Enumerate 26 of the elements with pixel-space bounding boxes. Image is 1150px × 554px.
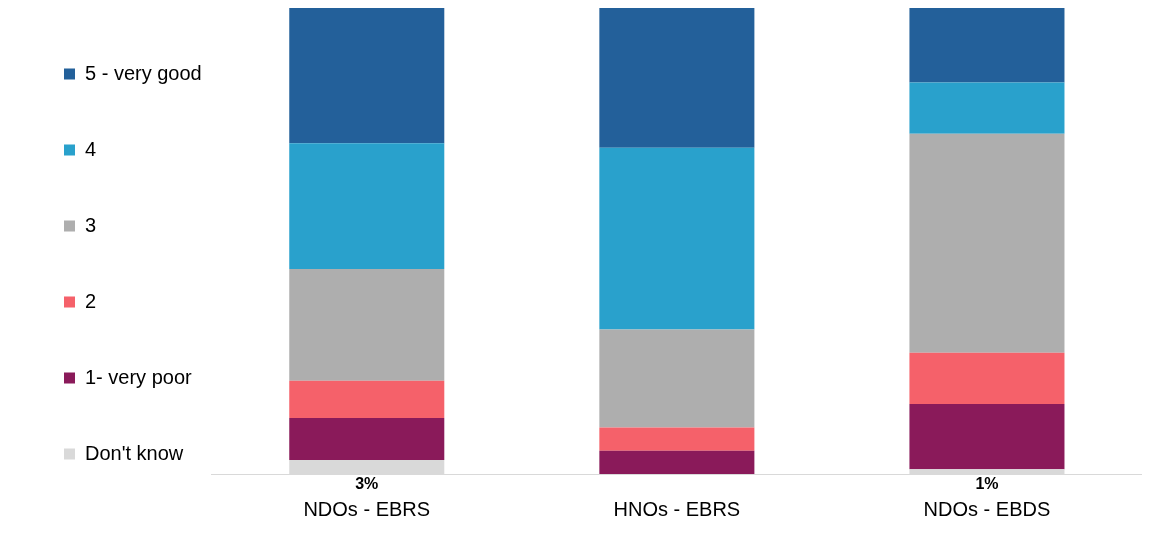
bar bbox=[289, 143, 445, 269]
bar bbox=[909, 404, 1065, 470]
legend-label: Don't know bbox=[85, 441, 184, 464]
bar bbox=[289, 418, 445, 461]
legend-label: 1- very poor bbox=[85, 365, 193, 388]
bar bbox=[909, 8, 1065, 83]
x-tick-label: HNOs - EBRS bbox=[613, 497, 741, 520]
bar bbox=[909, 352, 1065, 405]
bar bbox=[599, 8, 755, 148]
bar bbox=[289, 8, 445, 144]
legend-label: 4 bbox=[85, 137, 97, 160]
legend-label: 5 - very good bbox=[85, 61, 202, 84]
bar bbox=[599, 329, 755, 428]
bar bbox=[599, 427, 755, 451]
x-tick-label: NDOs - EBDS bbox=[923, 497, 1051, 520]
x-tick-label: NDOs - EBRS bbox=[303, 497, 431, 520]
legend-label: 3 bbox=[85, 213, 97, 236]
bar bbox=[289, 268, 445, 381]
bar bbox=[909, 82, 1065, 134]
bar bbox=[909, 133, 1065, 353]
data-label: 1% bbox=[975, 475, 999, 493]
data-label: 3% bbox=[355, 475, 379, 493]
bar bbox=[599, 147, 755, 330]
bar bbox=[599, 450, 755, 474]
bar bbox=[289, 380, 445, 419]
legend-label: 2 bbox=[85, 289, 97, 312]
